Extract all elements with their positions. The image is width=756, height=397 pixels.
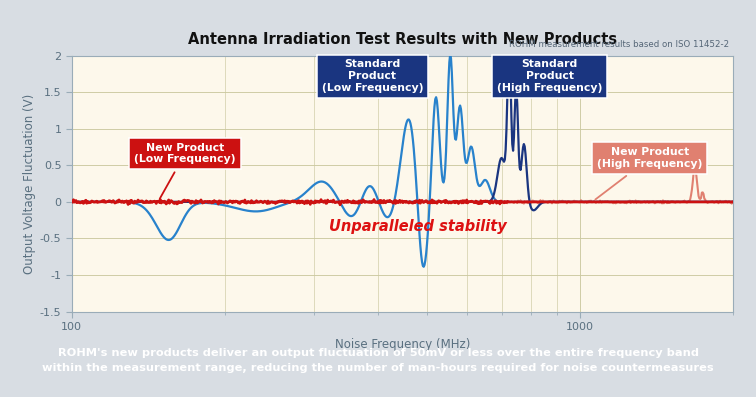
Text: ROHM measurement results based on ISO 11452-2: ROHM measurement results based on ISO 11… xyxy=(510,40,730,49)
Title: Antenna Irradiation Test Results with New Products: Antenna Irradiation Test Results with Ne… xyxy=(188,33,617,48)
Text: Standard
Product
(Low Frequency): Standard Product (Low Frequency) xyxy=(321,60,423,93)
Text: New Product
(High Frequency): New Product (High Frequency) xyxy=(595,147,702,199)
Text: Standard
Product
(High Frequency): Standard Product (High Frequency) xyxy=(497,57,603,93)
Text: Unparalleled stability: Unparalleled stability xyxy=(330,218,507,233)
Y-axis label: Output Voltage Fluctuation (V): Output Voltage Fluctuation (V) xyxy=(23,93,36,274)
Text: New Product
(Low Frequency): New Product (Low Frequency) xyxy=(135,143,236,199)
Text: ROHM's new products deliver an output fluctuation of 50mV or less over the entir: ROHM's new products deliver an output fl… xyxy=(42,349,714,373)
X-axis label: Noise Frequency (MHz): Noise Frequency (MHz) xyxy=(335,337,470,351)
